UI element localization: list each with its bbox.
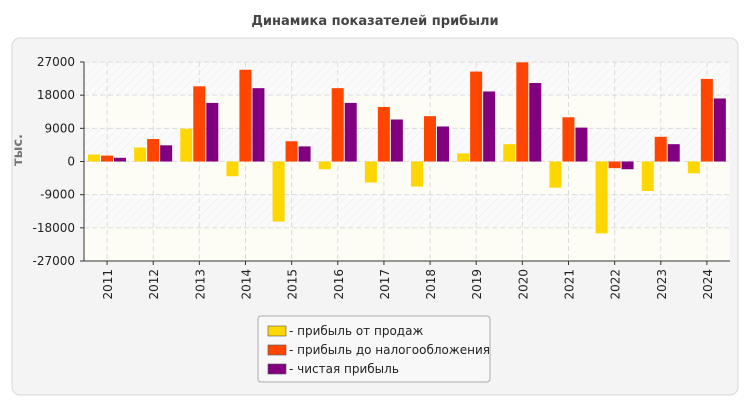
x-tick-label: 2022 [609, 269, 623, 300]
bar-sales-2015 [272, 161, 285, 222]
legend-swatch-sales [267, 325, 287, 337]
bar-pretax-2019 [470, 71, 483, 162]
bar-pretax-2017 [377, 106, 390, 162]
bar-pretax-2011 [101, 155, 113, 162]
y-tick-label: 27000 [37, 55, 75, 69]
bar-net-2017 [390, 119, 403, 162]
bar-pretax-2014 [239, 69, 252, 162]
bar-sales-2022 [595, 161, 608, 234]
bar-sales-2014 [226, 161, 239, 177]
legend-label-pretax: - прибыль до налогообложения [289, 343, 490, 357]
x-tick-label: 2014 [240, 269, 254, 300]
x-tick-label: 2018 [424, 269, 438, 300]
legend-swatch-pretax [267, 344, 287, 356]
y-tick-label: -9000 [40, 188, 75, 202]
bar-pretax-2024 [700, 78, 713, 162]
bar-net-2021 [575, 127, 588, 162]
y-tick-label: -27000 [32, 254, 75, 268]
bar-sales-2013 [180, 128, 193, 162]
x-tick-label: 2020 [516, 269, 530, 300]
bar-pretax-2018 [424, 116, 436, 162]
bar-sales-2012 [134, 147, 147, 162]
bar-net-2023 [667, 144, 680, 162]
bar-net-2019 [483, 91, 496, 162]
bar-pretax-2021 [562, 117, 575, 162]
bar-net-2015 [298, 146, 311, 162]
bar-sales-2011 [88, 154, 100, 162]
plot-band [84, 95, 730, 129]
y-axis-label: тыс. [11, 134, 26, 166]
x-tick-label: 2024 [701, 269, 715, 300]
x-tick-label: 2016 [332, 269, 346, 300]
bar-net-2018 [437, 126, 449, 162]
x-tick-label: 2021 [563, 269, 577, 300]
x-tick-label: 2017 [378, 269, 392, 300]
y-tick-label: 18000 [37, 88, 75, 102]
bar-sales-2020 [503, 144, 516, 162]
y-tick-label: 9000 [44, 121, 75, 135]
y-tick-label: -18000 [32, 221, 75, 235]
bar-pretax-2013 [193, 86, 206, 162]
x-tick-label: 2012 [147, 269, 161, 300]
x-tick-label: 2011 [101, 269, 115, 300]
bar-net-2011 [114, 157, 126, 162]
bar-sales-2018 [411, 161, 423, 187]
bar-sales-2019 [457, 153, 470, 162]
legend-label-net: - чистая прибыль [289, 362, 399, 376]
bar-net-2012 [160, 145, 173, 162]
plot-band [84, 227, 730, 261]
bar-pretax-2022 [608, 161, 621, 169]
bar-sales-2023 [641, 161, 654, 191]
legend: - прибыль от продаж - прибыль до налогоо… [257, 315, 491, 383]
bar-sales-2021 [549, 161, 562, 188]
bar-net-2014 [252, 88, 265, 162]
bar-net-2022 [621, 161, 634, 170]
bar-pretax-2012 [147, 139, 160, 162]
bar-pretax-2016 [331, 88, 344, 162]
x-tick-label: 2023 [655, 269, 669, 300]
y-tick-label: 0 [67, 155, 75, 169]
bar-pretax-2015 [285, 141, 298, 162]
bar-net-2020 [529, 83, 542, 162]
bar-pretax-2020 [516, 62, 529, 162]
bar-sales-2016 [318, 161, 331, 170]
legend-swatch-net [267, 363, 287, 375]
bar-net-2013 [206, 102, 219, 162]
bar-net-2016 [344, 102, 357, 162]
x-tick-label: 2013 [193, 269, 207, 300]
legend-box [257, 315, 491, 383]
x-tick-label: 2019 [470, 269, 484, 300]
bar-sales-2017 [364, 161, 377, 183]
bar-pretax-2023 [654, 136, 667, 162]
bar-sales-2024 [687, 161, 700, 174]
chart-title: Динамика показателей прибыли [251, 14, 498, 29]
bar-net-2024 [713, 98, 726, 162]
x-tick-label: 2015 [286, 269, 300, 300]
legend-label-sales: - прибыль от продаж [289, 324, 423, 338]
